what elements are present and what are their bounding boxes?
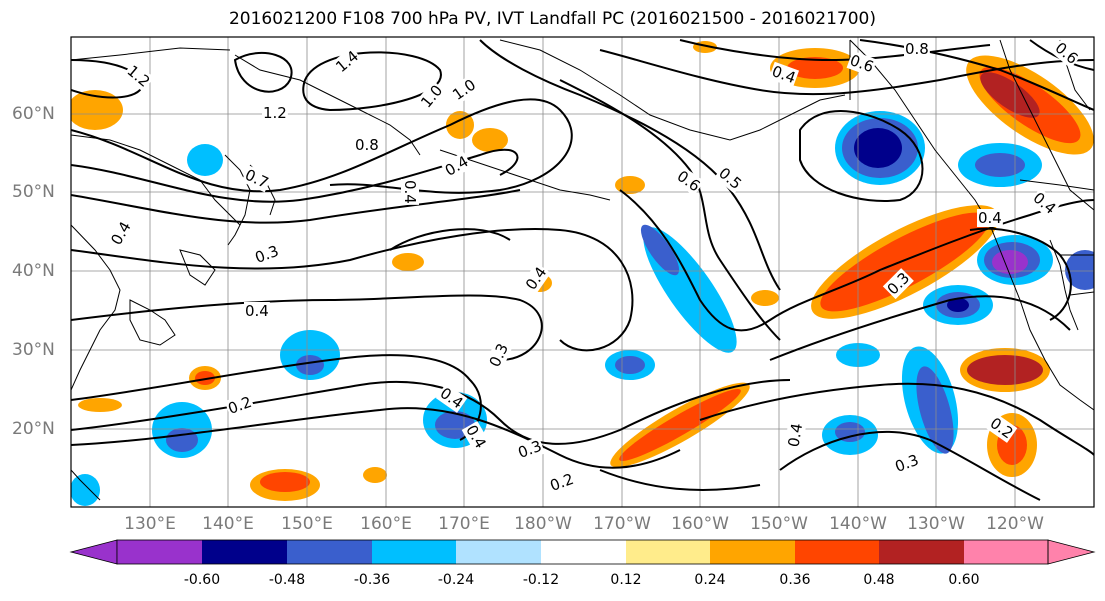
contour-label-background (977, 209, 1003, 227)
contour-label-background (224, 392, 256, 419)
colorbar-tick-label: 0.24 (694, 572, 726, 588)
contour-label-background (122, 61, 155, 92)
colorbar-bin (117, 540, 202, 564)
contour-label-background (846, 50, 878, 77)
colorbar-bin (456, 540, 541, 564)
lon-label: 130°W (907, 514, 965, 534)
contour-label-background (331, 46, 363, 77)
contour-label-background (904, 40, 930, 58)
colorbar-bin (964, 540, 1048, 564)
contour-label-background (784, 420, 807, 450)
colorbar-tick-label: 0.60 (948, 572, 980, 588)
lon-label: 150°E (281, 514, 333, 534)
lon-label: 130°E (124, 514, 176, 534)
lon-label: 160°E (360, 514, 412, 534)
contour-label-background (435, 383, 468, 413)
contour-label-background (485, 339, 513, 371)
lon-label: 170°E (438, 514, 490, 534)
contour-label: 0.8 (355, 136, 379, 154)
lat-label: 50°N (12, 182, 55, 202)
lon-label: 140°W (829, 514, 887, 534)
contour-label: 0.4 (401, 180, 419, 204)
map-frame (70, 36, 1095, 508)
lat-label: 20°N (12, 419, 55, 439)
colorbar-bin (795, 540, 879, 564)
colorbar-bin (287, 540, 372, 564)
lon-label: 120°W (986, 514, 1044, 534)
colorbar-tick-label: -0.12 (522, 572, 560, 588)
contour-label-background (440, 151, 473, 181)
colorbar-bin (879, 540, 964, 564)
contour-label-background (448, 74, 480, 105)
colorbar-tick-label: -0.36 (353, 572, 391, 588)
contour-label-background (514, 436, 546, 463)
lon-label: 180°W (514, 514, 572, 534)
colorbar-bin (626, 540, 710, 564)
contour-label-background (461, 420, 491, 453)
colorbar (69, 539, 1096, 565)
coastlines (71, 39, 1094, 501)
colorbar-bin (202, 540, 287, 564)
contour-label-background (768, 61, 800, 88)
colorbar-extend-low (69, 539, 118, 565)
contour-label-background (244, 302, 270, 320)
contour-label-background (521, 262, 551, 295)
colorbar-tick-label: 0.36 (779, 572, 811, 588)
colorbar-tick-label: -0.24 (437, 572, 475, 588)
contour-label: 0.4 (245, 302, 269, 320)
contour-label-background (546, 469, 578, 496)
contour-label-background (891, 450, 923, 477)
lat-label: 40°N (12, 261, 55, 281)
contour-label-background (354, 136, 380, 154)
colorbar-bin (372, 540, 456, 564)
contour-label-background (106, 217, 136, 250)
pv-contours (71, 39, 1094, 501)
contour-label-background (985, 413, 1018, 443)
colorbar-tick-label: 0.48 (863, 572, 895, 588)
lon-label: 160°W (671, 514, 729, 534)
lon-label: 150°W (750, 514, 808, 534)
colorbar-tick-label: 0.12 (610, 572, 642, 588)
contour-labels: 1.4 1.2 1.0 1.0 1.2 0.8 0.8 0.7 0.6 0.6 … (106, 38, 1083, 496)
lat-label: 60°N (12, 104, 55, 124)
contour-label-background (672, 166, 705, 196)
colorbar-tick-label: -0.48 (268, 572, 306, 588)
lat-label: 30°N (12, 340, 55, 360)
contour-label-background (241, 165, 273, 193)
contour-label-background (714, 163, 746, 194)
contour-label-background (1050, 38, 1083, 69)
map-title: 2016021200 F108 700 hPa PV, IVT Landfall… (228, 9, 876, 29)
contour-label: 0.4 (978, 209, 1002, 227)
lon-label: 170°W (593, 514, 651, 534)
colorbar-extend-high (1047, 539, 1096, 565)
contour-label-background (1028, 188, 1061, 219)
contour-label-background (416, 80, 447, 113)
contour-label-background (251, 241, 283, 268)
contour-label-background (401, 179, 419, 205)
contour-label-background (882, 268, 914, 300)
lon-label: 140°E (202, 514, 254, 534)
colorbar-bin (541, 540, 626, 564)
colorbar-bin (710, 540, 795, 564)
contour-label: 0.4 (784, 422, 806, 449)
colorbar-tick-label: -0.60 (183, 572, 221, 588)
contour-label: 1.2 (263, 104, 287, 122)
contour-label: 0.8 (905, 40, 929, 58)
contour-label-background (262, 104, 288, 122)
